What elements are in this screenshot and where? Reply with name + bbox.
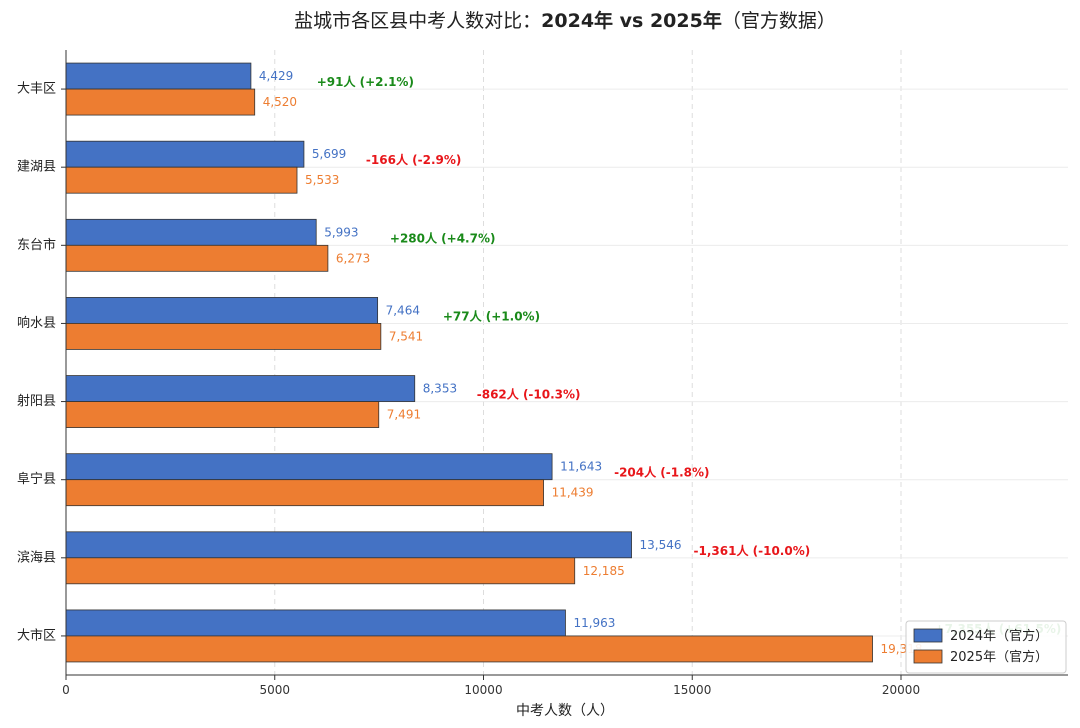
bar-value-label: 5,699 <box>312 147 346 161</box>
legend-swatch <box>913 649 943 664</box>
bar-value-label: 7,541 <box>389 329 423 343</box>
bar <box>65 557 576 585</box>
x-tick-label: 15000 <box>673 683 711 697</box>
bar-value-label: 11,643 <box>560 460 602 474</box>
bar <box>65 166 298 194</box>
bar-value-label: 12,185 <box>583 564 625 578</box>
chart-title-suffix: （官方数据） <box>722 10 836 32</box>
diff-annotation: +77人 (+1.0%) <box>443 308 540 323</box>
bar <box>65 375 416 402</box>
bar-value-label: 5,533 <box>305 173 339 187</box>
bar-value-label: 11,963 <box>573 616 615 630</box>
chart-title-prefix: 盐城市各区县中考人数对比： <box>294 10 541 32</box>
bar-value-label: 7,491 <box>387 408 421 422</box>
diff-annotation: -166人 (-2.9%) <box>366 152 461 167</box>
bar <box>65 244 329 272</box>
chart-title: 盐城市各区县中考人数对比：2024年 vs 2025年（官方数据） <box>294 9 836 32</box>
x-tick-label: 20000 <box>882 683 920 697</box>
legend-label: 2024年（官方） <box>950 628 1048 644</box>
bar <box>65 453 553 481</box>
legend-label: 2025年（官方） <box>950 649 1048 665</box>
diff-annotation: +91人 (+2.1%) <box>317 74 414 89</box>
bar <box>65 635 873 663</box>
bar-value-label: 11,439 <box>552 486 594 500</box>
bar <box>65 62 252 90</box>
y-tick-label: 大丰区 <box>17 82 56 97</box>
diff-annotation: -862人 (-10.3%) <box>477 387 581 402</box>
bar <box>65 479 544 507</box>
bars-layer <box>65 62 873 663</box>
bar-value-label: 5,993 <box>324 225 358 239</box>
legend-box <box>905 620 1067 674</box>
diff-annotation: -1,361人 (-10.0%) <box>694 543 811 558</box>
x-tick-label: 0 <box>62 683 70 697</box>
diff-annotation: -204人 (-1.8%) <box>614 465 709 480</box>
bar <box>65 140 305 168</box>
bar-value-label: 7,464 <box>386 303 420 317</box>
y-tick-label: 阜宁县 <box>17 471 56 487</box>
bar <box>65 609 566 637</box>
bar <box>65 218 317 246</box>
x-axis-label: 中考人数（人） <box>516 703 614 719</box>
y-tick-label: 东台市 <box>17 237 56 253</box>
bar-value-label: 13,546 <box>640 538 682 552</box>
diff-annotation: +280人 (+4.7%) <box>390 230 496 245</box>
bar-value-label: 4,520 <box>263 95 297 109</box>
legend-swatch <box>913 628 943 643</box>
y-tick-label: 建湖县 <box>17 160 56 175</box>
bar <box>65 401 380 428</box>
legend: 2024年（官方） 2025年（官方） <box>905 620 1067 674</box>
bar-value-label: 8,353 <box>423 382 457 396</box>
y-tick-label: 大市区 <box>17 627 56 643</box>
chart-title-bold: 2024年 vs 2025年 <box>541 9 722 32</box>
y-tick-label: 滨海县 <box>17 549 56 565</box>
bar <box>65 297 379 324</box>
x-tick-label: 10000 <box>464 683 502 697</box>
bar <box>65 323 382 350</box>
bar <box>65 88 256 116</box>
y-tick-label: 响水县 <box>17 315 56 331</box>
y-tick-label: 射阳县 <box>17 393 56 409</box>
bar-value-label: 6,273 <box>336 251 370 265</box>
bar-value-label: 4,429 <box>259 69 293 83</box>
bar <box>65 531 632 559</box>
x-tick-label: 5000 <box>259 683 290 697</box>
